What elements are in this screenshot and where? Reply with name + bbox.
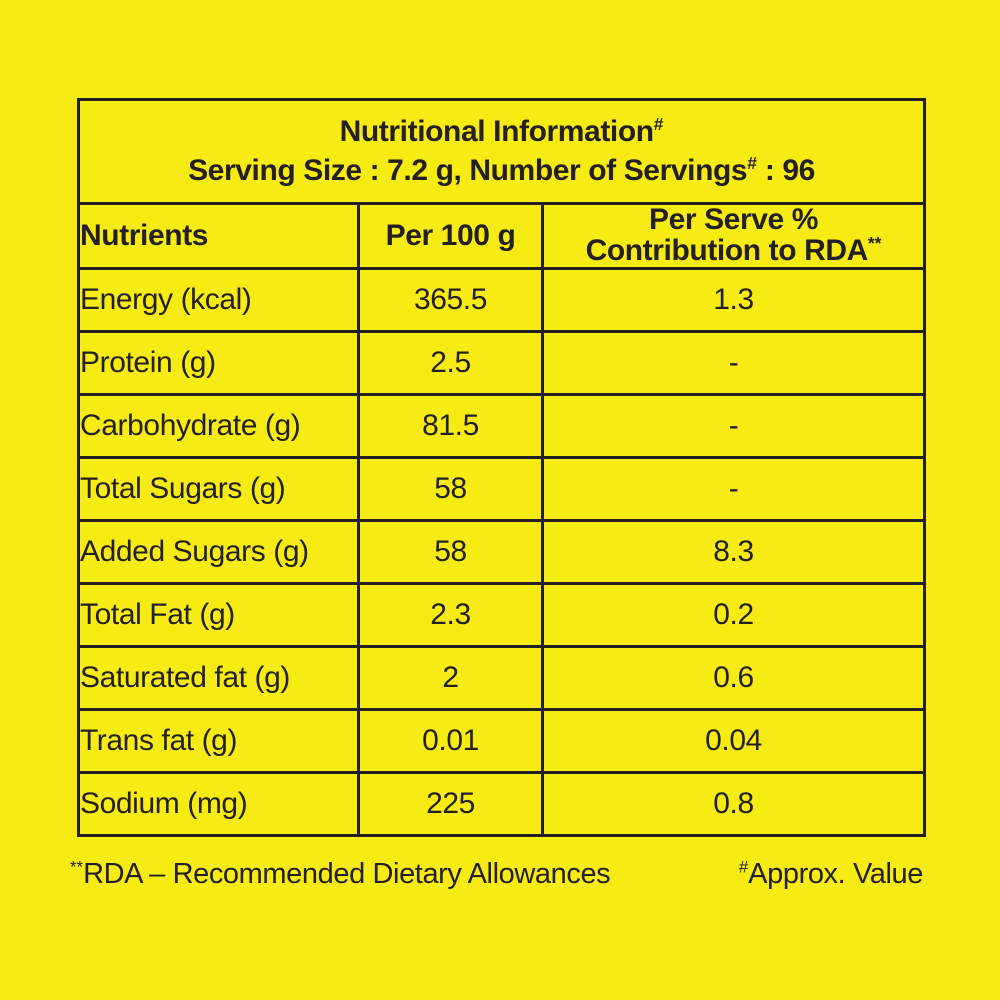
rda-value-cell: 0.04 xyxy=(540,707,927,774)
table-row-total-fat: Total Fat (g) 2.3 0.2 xyxy=(77,581,927,648)
per-100g-value-cell: 365.5 xyxy=(357,266,544,333)
serving-size-text: Serving Size : 7.2 g, Number of Servings xyxy=(188,153,748,187)
per-100g-value-cell: 58 xyxy=(357,518,544,585)
footnote-approx-mark: # xyxy=(738,857,749,877)
footnotes: **RDA – Recommended Dietary Allowances #… xyxy=(70,858,923,891)
servings-approx-mark: # xyxy=(747,152,757,173)
col-header-nutrients: Nutrients xyxy=(77,202,360,270)
col-header-rda-line2: Contribution to RDA** xyxy=(544,232,923,267)
nutrient-label-cell: Sodium (mg) xyxy=(77,770,360,837)
rda-value-cell: 1.3 xyxy=(540,266,927,333)
footnote-approx-value: #Approx. Value xyxy=(738,857,924,891)
nutrient-label-cell: Total Sugars (g) xyxy=(77,455,360,522)
table-row-total-sugars: Total Sugars (g) 58 - xyxy=(77,455,927,522)
footnote-rda: **RDA – Recommended Dietary Allowances xyxy=(70,857,611,891)
per-100g-value-cell: 225 xyxy=(357,770,544,837)
column-header-row: Nutrients Per 100 g Per Serve % Contribu… xyxy=(77,202,927,270)
per-100g-value-cell: 0.01 xyxy=(357,707,544,774)
nutrient-label-cell: Saturated fat (g) xyxy=(77,644,360,711)
table-title: Nutritional Information# xyxy=(80,113,923,151)
rda-value-cell: - xyxy=(540,329,927,396)
table-row-energy: Energy (kcal) 365.5 1.3 xyxy=(77,266,927,333)
footnote-rda-text: RDA – Recommended Dietary Allowances xyxy=(83,858,611,890)
per-100g-value-cell: 2 xyxy=(357,644,544,711)
nutrient-label-cell: Carbohydrate (g) xyxy=(77,392,360,459)
table-title-text: Nutritional Information xyxy=(339,115,655,149)
table-row-added-sugars: Added Sugars (g) 58 8.3 xyxy=(77,518,927,585)
rda-value-cell: 0.8 xyxy=(540,770,927,837)
table-title-cell: Nutritional Information# Serving Size : … xyxy=(76,98,927,205)
footnote-rda-mark: ** xyxy=(70,857,84,877)
rda-value-cell: - xyxy=(540,392,927,459)
rda-value-cell: 0.6 xyxy=(540,644,927,711)
col-header-per-100g: Per 100 g xyxy=(357,202,544,270)
table-row-carbohydrate: Carbohydrate (g) 81.5 - xyxy=(77,392,927,459)
rda-value-cell: 8.3 xyxy=(540,518,927,585)
per-100g-value-cell: 81.5 xyxy=(357,392,544,459)
nutrient-label-cell: Energy (kcal) xyxy=(77,266,360,333)
table-row-saturated-fat: Saturated fat (g) 2 0.6 xyxy=(77,644,927,711)
per-100g-value-cell: 2.5 xyxy=(357,329,544,396)
table-row-sodium: Sodium (mg) 225 0.8 xyxy=(77,770,927,837)
rda-value-cell: 0.2 xyxy=(540,581,927,648)
title-row: Nutritional Information# Serving Size : … xyxy=(76,98,927,205)
table-row-trans-fat: Trans fat (g) 0.01 0.04 xyxy=(77,707,927,774)
servings-count-text: : 96 xyxy=(756,153,816,187)
nutrient-label-cell: Added Sugars (g) xyxy=(77,518,360,585)
title-approx-mark: # xyxy=(653,114,664,135)
rda-footnote-mark: ** xyxy=(867,232,882,253)
rda-value-cell: - xyxy=(540,455,927,522)
nutrient-label-cell: Trans fat (g) xyxy=(77,707,360,774)
serving-size-line: Serving Size : 7.2 g, Number of Servings… xyxy=(80,152,923,190)
nutrition-table: Nutritional Information# Serving Size : … xyxy=(76,98,927,837)
nutrient-label-cell: Total Fat (g) xyxy=(77,581,360,648)
per-100g-value-cell: 58 xyxy=(357,455,544,522)
table-row-protein: Protein (g) 2.5 - xyxy=(77,329,927,396)
per-100g-value-cell: 2.3 xyxy=(357,581,544,648)
col-header-rda-line1: Per Serve % xyxy=(648,203,819,236)
nutrient-label-cell: Protein (g) xyxy=(77,329,360,396)
col-header-rda: Per Serve % Contribution to RDA** xyxy=(540,202,927,270)
col-header-rda-line2-text: Contribution to RDA xyxy=(585,233,869,267)
footnote-approx-text: Approx. Value xyxy=(748,858,923,890)
